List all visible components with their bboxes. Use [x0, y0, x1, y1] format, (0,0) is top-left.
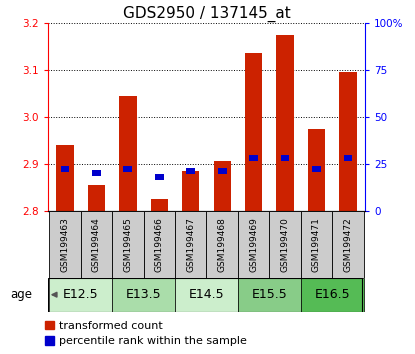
Bar [312, 166, 321, 172]
Bar [175, 278, 238, 312]
Bar [332, 211, 364, 278]
Text: E14.5: E14.5 [189, 288, 224, 301]
Text: GSM199464: GSM199464 [92, 217, 101, 272]
Bar [207, 211, 238, 278]
Text: GSM199468: GSM199468 [218, 217, 227, 272]
Text: E15.5: E15.5 [251, 288, 287, 301]
Bar [308, 129, 325, 211]
Text: GSM199466: GSM199466 [155, 217, 164, 272]
Text: E16.5: E16.5 [315, 288, 350, 301]
Bar [88, 185, 105, 211]
Bar [175, 211, 206, 278]
Bar [238, 211, 269, 278]
Text: GSM199463: GSM199463 [61, 217, 70, 272]
Legend: transformed count, percentile rank within the sample: transformed count, percentile rank withi… [45, 321, 247, 347]
Bar [49, 211, 81, 278]
Text: GSM199467: GSM199467 [186, 217, 195, 272]
Text: E13.5: E13.5 [126, 288, 161, 301]
Bar [339, 72, 356, 211]
Bar [119, 96, 137, 211]
Text: GSM199471: GSM199471 [312, 217, 321, 272]
Bar [56, 145, 73, 211]
Bar [81, 211, 112, 278]
Text: GSM199472: GSM199472 [343, 217, 352, 272]
Bar [112, 278, 175, 312]
Bar [344, 155, 352, 161]
Bar [301, 278, 364, 312]
Bar [276, 35, 294, 211]
Text: age: age [10, 288, 32, 301]
Bar [186, 168, 195, 174]
Bar [218, 168, 227, 174]
Bar [238, 278, 301, 312]
Text: GSM199469: GSM199469 [249, 217, 258, 272]
Bar [245, 53, 262, 211]
Bar [281, 155, 289, 161]
Bar [214, 161, 231, 211]
Bar [269, 211, 301, 278]
Bar [92, 170, 101, 176]
Bar [151, 199, 168, 211]
Text: GSM199470: GSM199470 [281, 217, 290, 272]
Bar [49, 278, 112, 312]
Bar [124, 166, 132, 172]
Bar [61, 166, 69, 172]
Bar [144, 211, 175, 278]
Title: GDS2950 / 137145_at: GDS2950 / 137145_at [122, 5, 290, 22]
Text: GSM199465: GSM199465 [123, 217, 132, 272]
Bar [249, 155, 258, 161]
Bar [155, 174, 164, 180]
Text: E12.5: E12.5 [63, 288, 98, 301]
Bar [182, 171, 199, 211]
Bar [301, 211, 332, 278]
Bar [112, 211, 144, 278]
